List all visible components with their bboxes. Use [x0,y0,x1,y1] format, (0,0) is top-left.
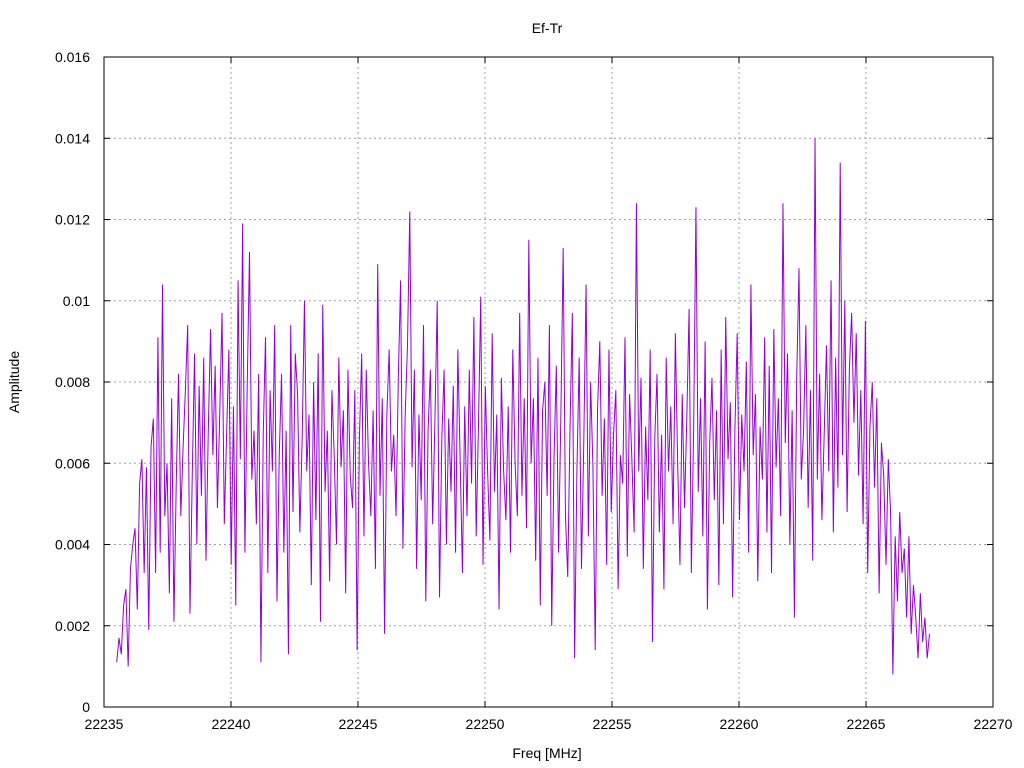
x-axis-label: Freq [MHz] [512,745,581,761]
y-tick-label: 0.016 [55,49,90,65]
y-tick-label: 0.004 [55,537,90,553]
x-tick-label: 22255 [593,716,632,732]
chart-title: Ef-Tr [532,20,563,36]
y-tick-label: 0.006 [55,455,90,471]
y-axis-label: Amplitude [6,351,22,413]
x-tick-label: 22265 [847,716,886,732]
series-line [116,138,930,675]
x-tick-labels: 22235 22240 22245 22250 22255 22260 22265 22270 [85,716,1013,732]
x-tick-label: 22270 [974,716,1013,732]
y-tick-label: 0.002 [55,618,90,634]
ticks [103,56,994,708]
x-tick-label: 22245 [339,716,378,732]
y-tick-label: 0 [82,699,90,715]
x-tick-label: 22260 [720,716,759,732]
x-tick-label: 22250 [466,716,505,732]
y-tick-labels: 0 0.002 0.004 0.006 0.008 0.01 0.012 0.014 0.016 [55,49,90,715]
y-tick-label: 0.012 [55,212,90,228]
y-tick-label: 0.014 [55,130,90,146]
y-tick-label: 0.008 [55,374,90,390]
x-tick-label: 22235 [85,716,124,732]
y-tick-label: 0.01 [63,293,90,309]
x-tick-label: 22240 [212,716,251,732]
